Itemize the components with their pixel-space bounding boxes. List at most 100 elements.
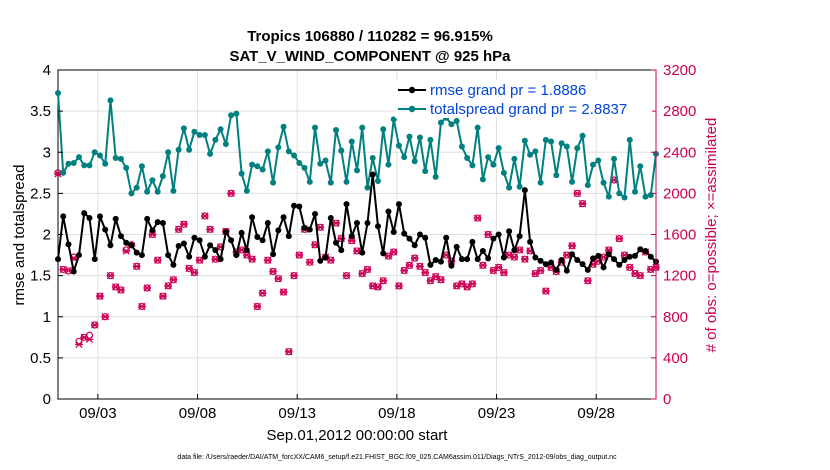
y-axis-ticks: 0 0.5 1 1.5 2 2.5 3 3.5 4 [30, 62, 63, 408]
obs-assimilated-point [153, 256, 162, 264]
obs-assimilated-point [342, 271, 351, 280]
rmse-point [233, 252, 240, 259]
rmse-point [301, 224, 308, 231]
totalspread-point [264, 148, 271, 155]
y-tick-label: 1 [43, 309, 51, 326]
totalspread-point [611, 155, 618, 162]
totalspread-point [569, 178, 576, 185]
obs-assimilated-point [332, 219, 340, 227]
totalspread-point [348, 138, 355, 145]
obs-assimilated-point [243, 251, 251, 259]
obs-assimilated-point [625, 263, 634, 272]
legend-rmse-label: rmse grand pr = 1.8886 [430, 82, 586, 99]
totalspread-point [458, 143, 465, 150]
totalspread-point [212, 136, 219, 143]
y2-tick-label: 1600 [663, 227, 696, 244]
rmse-point [264, 219, 271, 226]
obs-assimilated-point [190, 268, 199, 277]
rmse-point [469, 238, 476, 245]
x-tick-label: 09/13 [278, 405, 316, 422]
totalspread-point [474, 124, 481, 131]
rmse-point [201, 253, 208, 260]
totalspread-point [55, 90, 61, 97]
rmse-point [364, 219, 371, 226]
totalspread-point [542, 136, 549, 143]
totalspread-point [511, 155, 518, 162]
totalspread-point [238, 170, 245, 177]
obs-assimilated-point [395, 282, 403, 290]
obs-assimilated-point [258, 289, 267, 297]
totalspread-point [616, 190, 623, 197]
y-tick-label: 2 [43, 227, 51, 244]
totalspread-point [385, 161, 392, 168]
totalspread-point [117, 155, 124, 162]
rmse-point [516, 233, 523, 240]
totalspread-point [149, 177, 156, 184]
rmse-point [217, 256, 224, 263]
rmse-point [138, 252, 145, 259]
totalspread-point [285, 148, 292, 155]
rmse-point [411, 242, 418, 249]
totalspread-point [112, 155, 119, 162]
obs-assimilated-point [468, 280, 477, 288]
rmse-point [369, 171, 376, 178]
obs-possible-point [122, 246, 130, 254]
rmse-point [128, 242, 135, 249]
obs-assimilated-point [615, 234, 624, 243]
rmse-point [553, 266, 560, 273]
totalspread-point [621, 194, 628, 201]
totalspread-point [553, 172, 560, 179]
totalspread-point [201, 131, 208, 138]
y2-tick-label: 400 [663, 350, 688, 367]
rmse-point [117, 233, 124, 240]
totalspread-point [632, 188, 639, 195]
rmse-point [616, 261, 623, 268]
totalspread-point [154, 188, 161, 195]
rmse-point [385, 208, 392, 215]
totalspread-point [65, 160, 72, 167]
rmse-point [590, 255, 597, 262]
rmse-point [186, 253, 193, 260]
obs-assimilated-point [604, 246, 613, 254]
rmse-point [165, 252, 172, 259]
totalspread-point [437, 119, 444, 126]
rmse-point [196, 237, 203, 244]
rmse-point [527, 238, 534, 245]
obs-assimilated-point [405, 261, 414, 270]
totalspread-point [600, 179, 607, 186]
obs-assimilated-point [636, 271, 645, 280]
rmse-point [642, 247, 649, 254]
rmse-point [380, 250, 387, 257]
totalspread-point [75, 154, 82, 161]
legend-spread-marker [408, 105, 416, 113]
totalspread-point [485, 154, 492, 161]
totalspread-point [584, 182, 591, 189]
totalspread-point [516, 183, 523, 190]
rmse-point [154, 219, 161, 226]
totalspread-point [432, 173, 439, 180]
y-tick-label: 3 [43, 144, 51, 161]
obs-assimilated-point [510, 253, 519, 261]
totalspread-point [128, 190, 135, 197]
obs-assimilated-point [106, 271, 115, 280]
obs-assimilated-point [484, 230, 492, 239]
legend-spread-label: totalspread grand pr = 2.8837 [430, 101, 627, 118]
x-tick-label: 09/18 [378, 405, 416, 422]
rmse-point [175, 243, 182, 250]
rmse-point [500, 254, 507, 261]
y-tick-label: 2.5 [30, 185, 51, 202]
obs-assimilated-point [326, 256, 335, 264]
rmse-point [453, 243, 460, 250]
totalspread-point [416, 134, 423, 141]
obs-assimilated-point [416, 262, 424, 271]
rmse-point [291, 202, 298, 209]
rmse-point [75, 252, 82, 259]
obs-possible-point [75, 337, 83, 346]
obs-assimilated-point [290, 271, 298, 280]
rmse-point [432, 256, 439, 263]
rmse-point [632, 252, 639, 259]
rmse-point [427, 261, 434, 268]
rmse-point [490, 235, 497, 242]
y2-tick-label: 2000 [663, 185, 696, 202]
